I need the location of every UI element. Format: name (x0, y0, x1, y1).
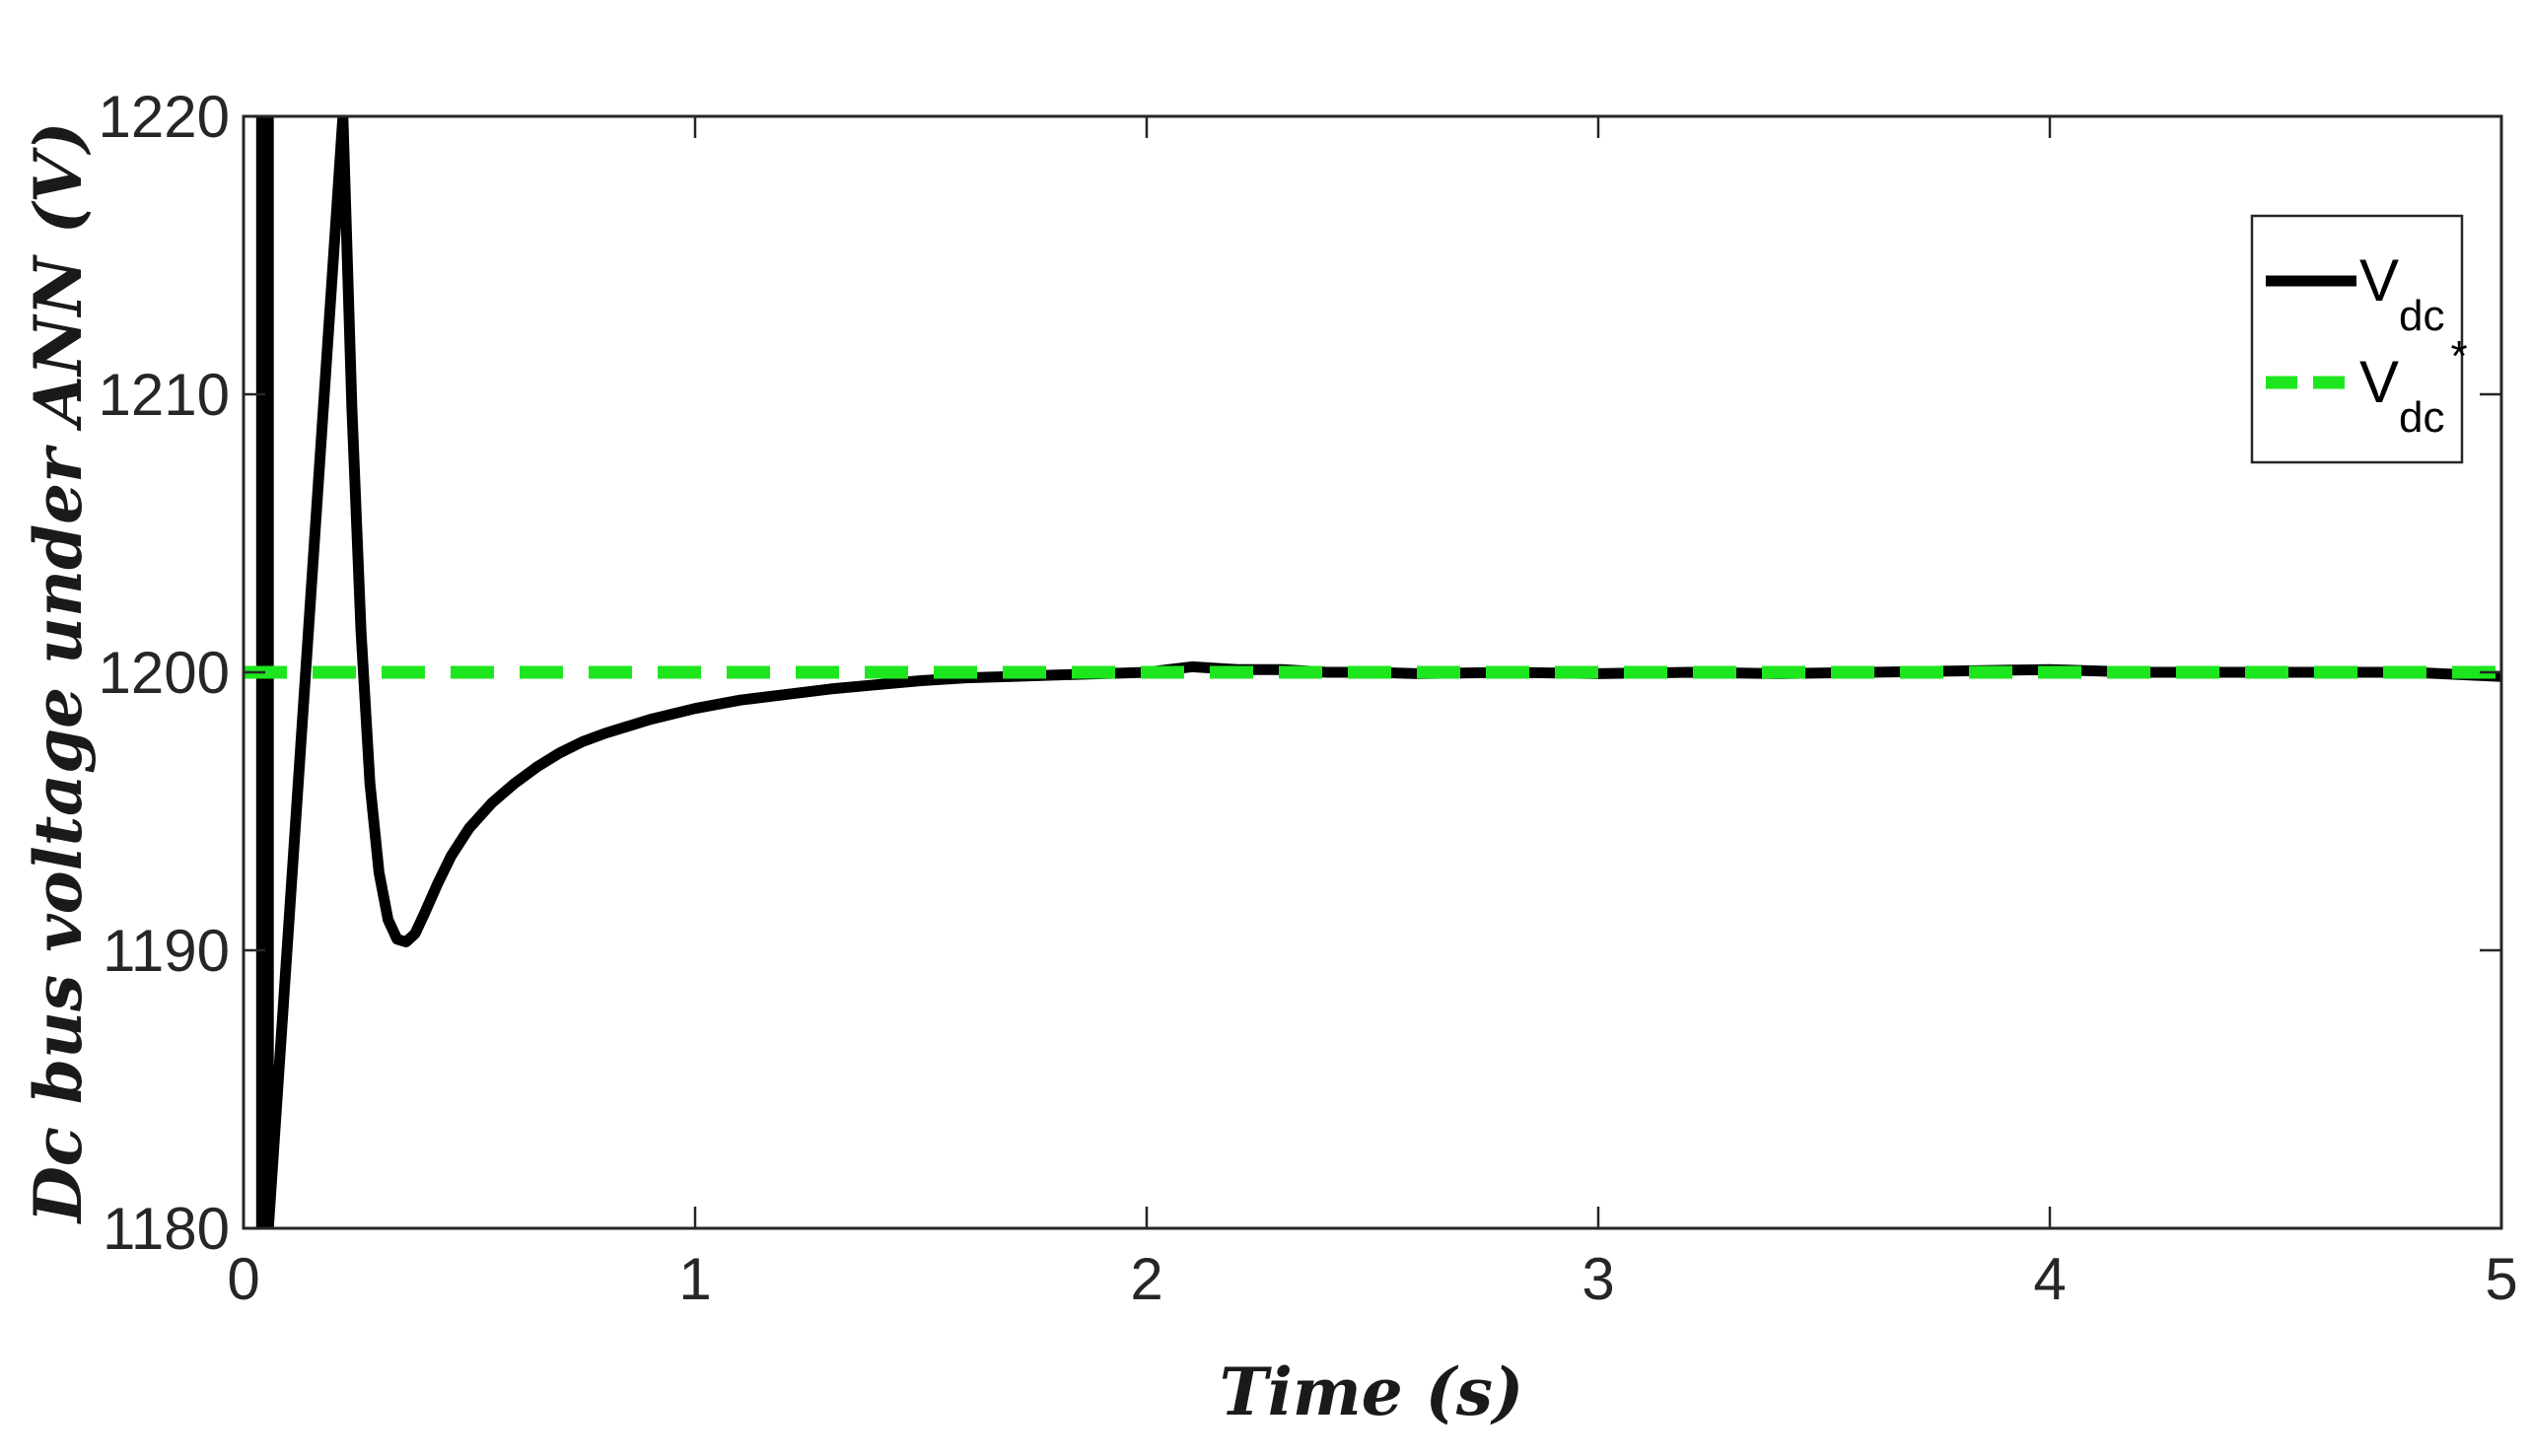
x-tick-label: 5 (2485, 1246, 2517, 1312)
axis-tick-labels: 0 1 2 3 4 5 1180 1190 1200 1210 1220 (99, 84, 2518, 1312)
x-tick-label: 1 (678, 1246, 711, 1312)
y-axis-label: Dc bus voltage under ANN (V) (20, 122, 97, 1225)
y-tick-label: 1190 (103, 918, 230, 984)
plot-frame (242, 114, 2503, 1230)
legend-label-vdc-ref: Vdc* (2359, 332, 2468, 442)
x-tick-label: 4 (2033, 1246, 2066, 1312)
x-tick-label: 0 (227, 1246, 259, 1312)
plot-area (244, 116, 2501, 1228)
x-axis-label: Time (s) (1220, 1353, 1524, 1430)
legend-label-vdc: Vdc (2359, 247, 2445, 340)
legend-box (2250, 214, 2464, 464)
y-tick-label: 1210 (99, 362, 230, 428)
y-tick-label: 1200 (99, 640, 230, 706)
x-tick-label: 3 (1581, 1246, 1614, 1312)
y-tick-label: 1180 (103, 1196, 230, 1262)
x-tick-label: 2 (1130, 1246, 1162, 1312)
y-tick-label: 1220 (99, 84, 230, 150)
